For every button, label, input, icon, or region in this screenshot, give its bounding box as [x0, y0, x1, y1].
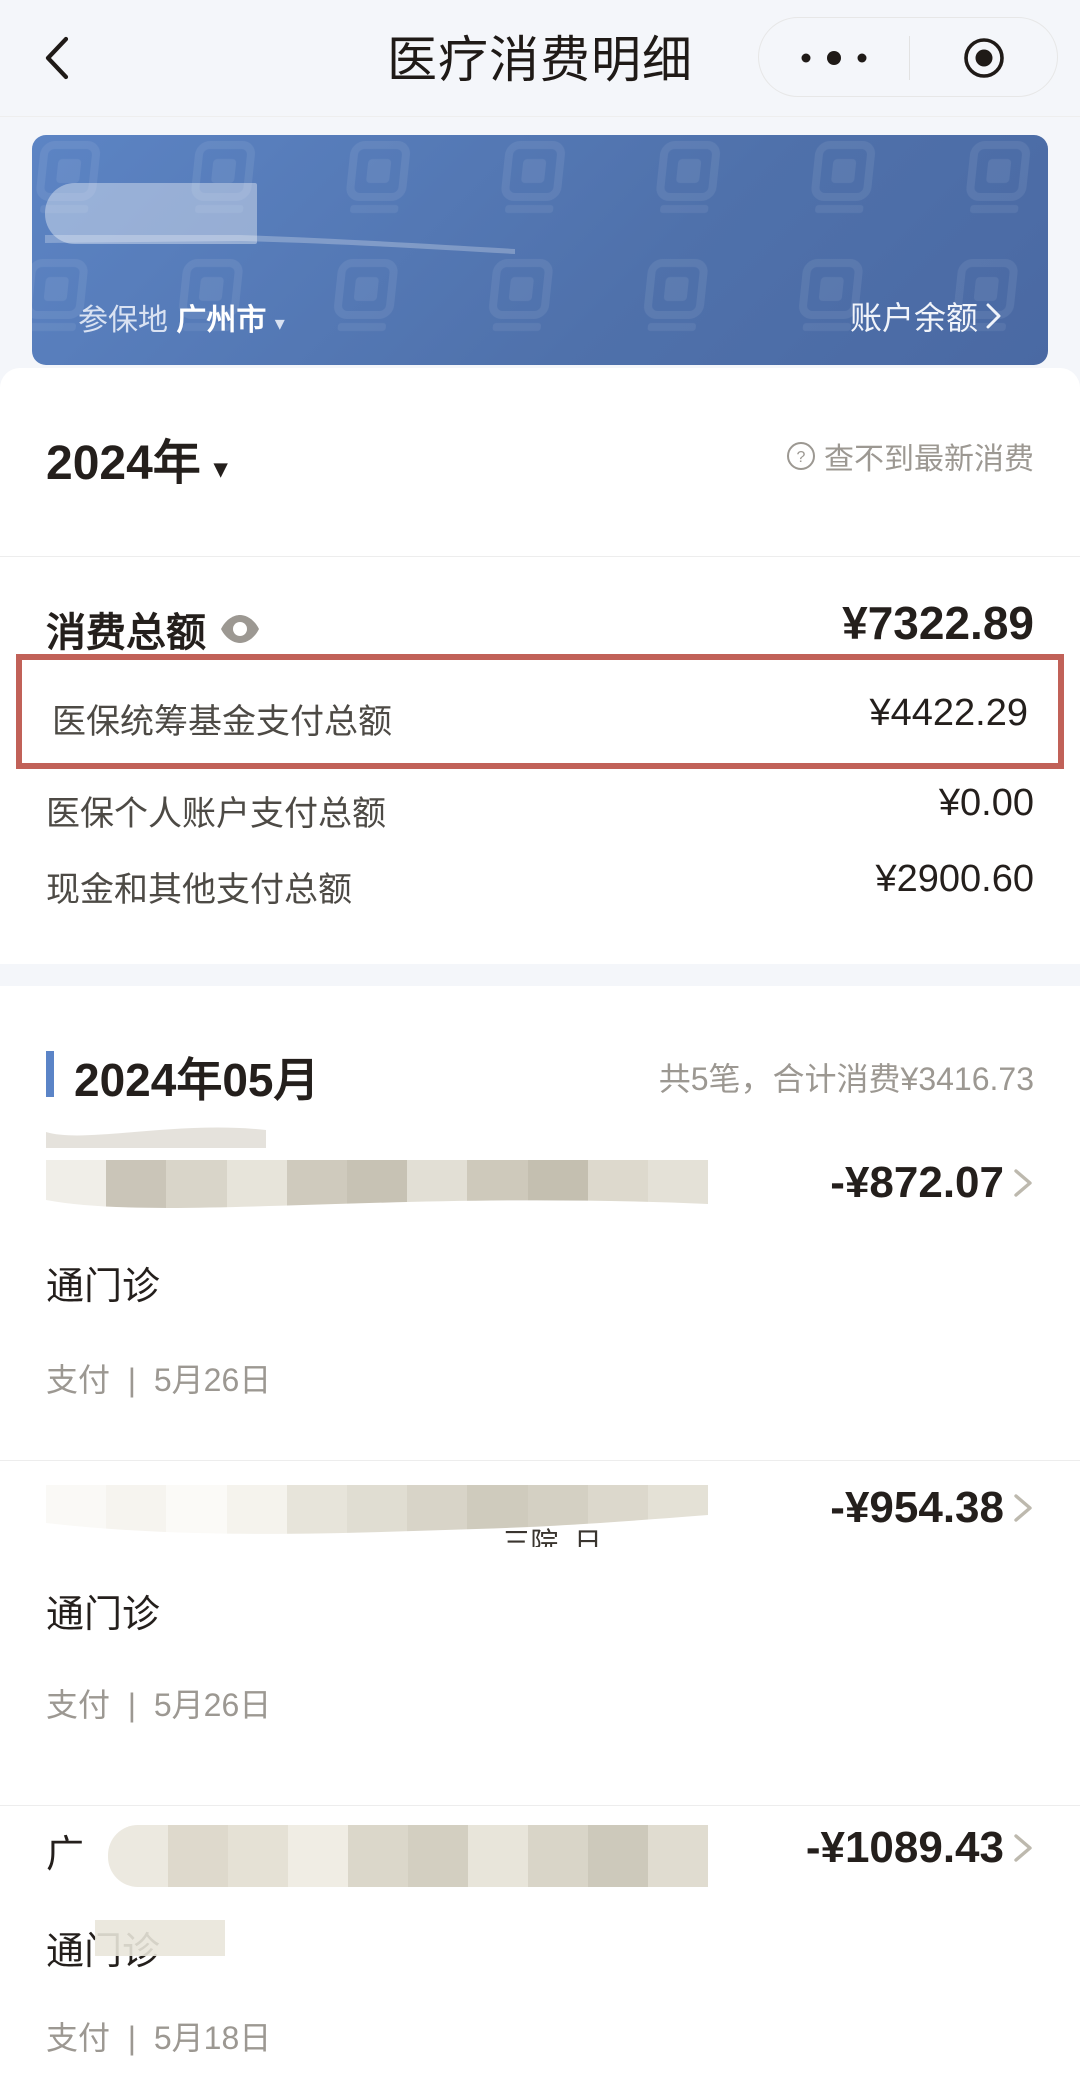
svg-text:?: ?	[797, 449, 806, 466]
